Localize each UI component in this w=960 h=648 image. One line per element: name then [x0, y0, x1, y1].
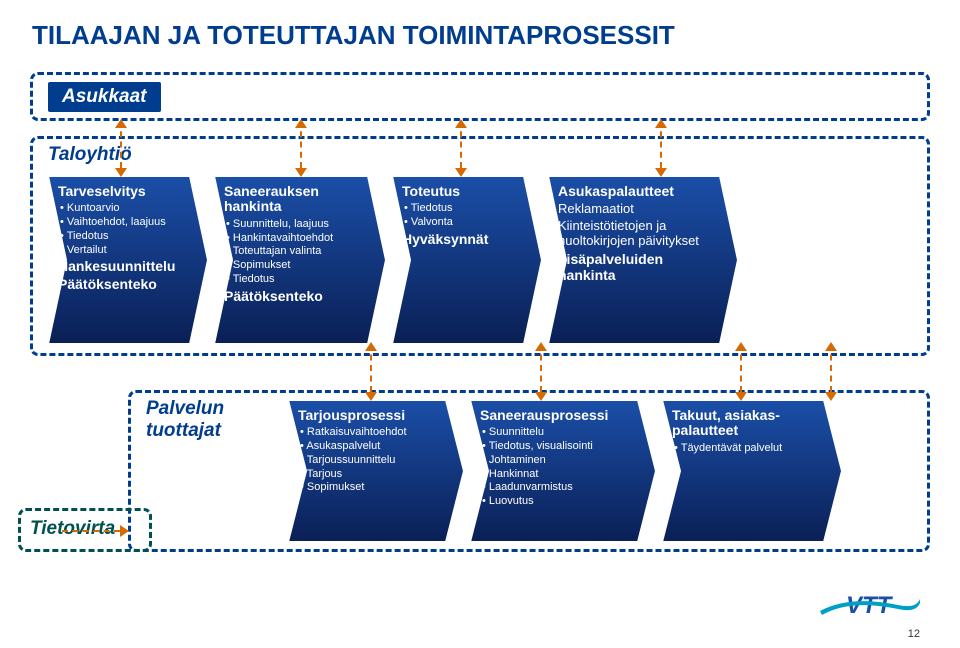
- vtt-logo: VTT: [820, 587, 930, 634]
- arrow-bullet-item: Hankintavaihtoehdot: [226, 232, 364, 246]
- connector-vertical: [830, 344, 832, 392]
- arrow-asukaspalautteet: Asukaspalautteet Reklamaatiot Kiinteistöti…: [548, 176, 738, 344]
- connector-arrowhead-icon: [120, 525, 129, 537]
- connector-arrowhead-icon: [115, 119, 127, 128]
- tuottajat-label-line2: tuottajat: [146, 420, 221, 441]
- arrow-bullet-item: Hankinnat: [482, 468, 634, 482]
- arrow-content-tarveselvitys: Tarveselvitys KuntoarvioVaihtoehdot, laaj…: [48, 176, 208, 300]
- arrow-content-tarjousprosessi: Tarjousprosessi RatkaisuvaihtoehdotAsukas…: [288, 400, 464, 503]
- arrow-bullets: SuunnitteluTiedotus, visualisointiJohtam…: [480, 426, 634, 509]
- arrow-content-takuut: Takuut, asiakas-palautteet Täydentävät pa…: [662, 400, 842, 464]
- arrow-bullet-item: Kuntoarvio: [60, 202, 186, 216]
- arrow-bullet-item: Tiedotus: [60, 230, 186, 244]
- arrow-title: Tarveselvitys: [58, 184, 186, 199]
- arrow-toteutus: Toteutus TiedotusValvonta Hyväksynnät: [392, 176, 542, 344]
- arrow-subtitle: Päätöksenteko: [224, 289, 364, 304]
- arrow-saneerausprosessi: Saneerausprosessi SuunnitteluTiedotus, vi…: [470, 400, 656, 542]
- top-flow-row: Tarveselvitys KuntoarvioVaihtoehdot, laaj…: [48, 176, 738, 344]
- arrow-subtitle: Hyväksynnät: [402, 232, 520, 247]
- connector-vertical: [300, 121, 302, 168]
- arrow-bullet-item: Vertailut: [60, 244, 186, 258]
- arrow-bullet-item: Suunnittelu: [482, 426, 634, 440]
- arrow-bullet-item: Tiedotus: [404, 202, 520, 216]
- tuottajat-label-line1: Palvelun: [146, 398, 224, 419]
- connector-arrowhead-icon: [825, 342, 837, 351]
- connector-vertical: [120, 121, 122, 168]
- arrow-bullets: Täydentävät palvelut: [672, 442, 820, 456]
- arrow-title: Tarjousprosessi: [298, 408, 442, 423]
- tietovirta-label: Tietovirta: [30, 518, 115, 540]
- connector-arrowhead-icon: [365, 342, 377, 351]
- connector-horizontal: [62, 530, 120, 532]
- bottom-flow-row: Tarjousprosessi RatkaisuvaihtoehdotAsukas…: [288, 400, 842, 542]
- arrow-content-saneerausprosessi: Saneerausprosessi SuunnitteluTiedotus, vi…: [470, 400, 656, 517]
- arrow-takuut: Takuut, asiakas-palautteet Täydentävät pa…: [662, 400, 842, 542]
- connector-arrowhead-icon: [735, 342, 747, 351]
- arrow-bullets: KuntoarvioVaihtoehdot, laajuusTiedotusVe…: [58, 202, 186, 257]
- arrow-bullet-item: Tarjoussuunnittelu: [300, 454, 442, 468]
- arrow-content-saneerauksen-hankinta: SaneerauksenhankintaSuunnittelu, laajuus…: [214, 176, 386, 312]
- tuottajat-label: Palvelun tuottajat: [146, 398, 224, 442]
- arrow-bullet-item: Tarjous: [300, 468, 442, 482]
- arrow-content-asukaspalautteet: Asukaspalautteet Reklamaatiot Kiinteistöti…: [548, 176, 738, 291]
- connector-arrowhead-icon: [295, 119, 307, 128]
- arrow-subline: Reklamaatiot: [558, 202, 716, 217]
- connector-arrowhead-icon: [535, 342, 547, 351]
- connector-arrowhead-icon: [455, 119, 467, 128]
- arrow-bullets: RatkaisuvaihtoehdotAsukaspalvelutTarjous…: [298, 426, 442, 495]
- connector-vertical: [660, 121, 662, 168]
- connector-arrowhead-icon: [655, 119, 667, 128]
- arrow-subtitle: Hankesuunnittelu: [58, 259, 186, 274]
- arrow-bullet-item: Toteuttajan valinta: [226, 245, 364, 259]
- arrow-bullet-item: Laadunvarmistus: [482, 481, 634, 495]
- arrow-bullet-item: Johtaminen: [482, 454, 634, 468]
- arrow-bullet-item: Tiedotus: [226, 273, 364, 287]
- connector-vertical: [370, 344, 372, 392]
- arrow-title: Saneerauksenhankinta: [224, 184, 364, 215]
- arrow-bullet-item: Täydentävät palvelut: [674, 442, 820, 456]
- page-title: TILAAJAN JA TOTEUTTAJAN TOIMINTAPROSESSI…: [32, 20, 675, 51]
- arrow-bullet-item: Luovutus: [482, 495, 634, 509]
- arrow-tarjousprosessi: Tarjousprosessi RatkaisuvaihtoehdotAsukas…: [288, 400, 464, 542]
- arrow-content-toteutus: Toteutus TiedotusValvonta Hyväksynnät: [392, 176, 542, 255]
- arrow-title: Saneerausprosessi: [480, 408, 634, 423]
- arrow-tarveselvitys: Tarveselvitys KuntoarvioVaihtoehdot, laaj…: [48, 176, 208, 344]
- arrow-bullet-item: Valvonta: [404, 216, 520, 230]
- asukkaat-label: Asukkaat: [48, 82, 161, 112]
- arrow-bullet-item: Sopimukset: [226, 259, 364, 273]
- arrow-subline: Lisäpalveluiden hankinta: [558, 251, 716, 283]
- arrow-bullets: Suunnittelu, laajuusHankintavaihtoehdotT…: [224, 218, 364, 287]
- arrow-bullet-item: Asukaspalvelut: [300, 440, 442, 454]
- connector-vertical: [540, 344, 542, 392]
- asukkaat-container: [30, 72, 930, 121]
- arrow-bullet-item: Ratkaisuvaihtoehdot: [300, 426, 442, 440]
- arrow-saneerauksen-hankinta: SaneerauksenhankintaSuunnittelu, laajuus…: [214, 176, 386, 344]
- arrow-bullet-item: Suunnittelu, laajuus: [226, 218, 364, 232]
- arrow-bullets: TiedotusValvonta: [402, 202, 520, 230]
- arrow-subline: Kiinteistötietojen ja huoltokirjojen päi…: [558, 219, 716, 249]
- arrow-title: Toteutus: [402, 184, 520, 199]
- arrow-bullet-item: Vaihtoehdot, laajuus: [60, 216, 186, 230]
- arrow-bullet-item: Sopimukset: [300, 481, 442, 495]
- arrow-subtitle: Päätöksenteko: [58, 277, 186, 292]
- arrow-bullet-item: Tiedotus, visualisointi: [482, 440, 634, 454]
- arrow-title: Takuut, asiakas-palautteet: [672, 408, 820, 439]
- connector-vertical: [460, 121, 462, 168]
- arrow-title: Asukaspalautteet: [558, 184, 716, 199]
- connector-vertical: [740, 344, 742, 392]
- page-number: 12: [908, 628, 920, 640]
